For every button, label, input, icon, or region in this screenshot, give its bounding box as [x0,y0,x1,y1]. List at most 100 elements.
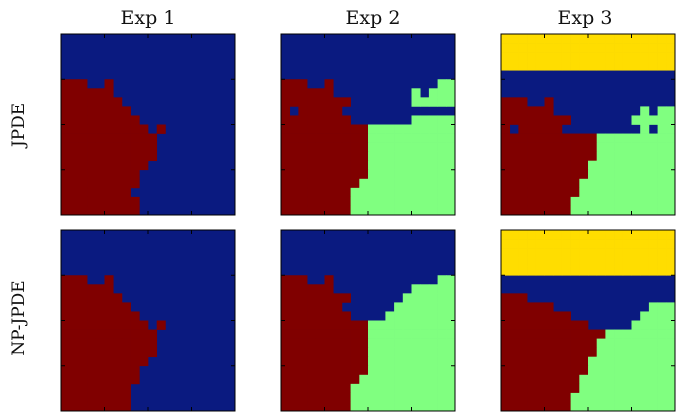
heatmap-cell [596,383,606,394]
heatmap-cell [385,329,395,339]
heatmap-cell [61,392,71,403]
heatmap-cell [315,392,325,403]
heatmap-cell [501,34,511,44]
heatmap-cell [509,338,519,348]
heatmap-cell [631,169,641,180]
heatmap-cell [359,142,369,152]
heatmap-cell [78,97,88,107]
heatmap-cell [104,88,114,98]
heatmap-cell [553,365,563,376]
heatmap-cell [139,151,149,162]
heatmap-cell [605,34,615,44]
heatmap-cell [139,133,149,143]
heatmap-cell [324,106,334,116]
heatmap-cell [648,142,658,152]
heatmap-cell [61,79,71,89]
heatmap-cell [78,160,88,171]
heatmap-cell [307,365,317,376]
heatmap-cell [640,374,650,385]
heatmap-cell [394,320,404,330]
heatmap-cell [657,374,667,385]
heatmap-cell [544,61,554,71]
heatmap-cell [61,196,71,207]
heatmap-cell [298,338,308,348]
heatmap-cell [666,115,676,125]
heatmap-cell [385,338,395,348]
heatmap-cell [420,160,430,171]
heatmap-cell [544,151,554,162]
heatmap-cell [570,356,580,367]
heatmap-cell [121,329,131,339]
heatmap-cell [614,187,624,198]
heatmap-cell [518,266,528,276]
heatmap-cell [350,133,360,143]
heatmap-cell [666,106,676,116]
heatmap-cell [298,383,308,394]
heatmap-cell [614,266,624,276]
heatmap-cell [561,43,571,53]
heatmap-cell [501,52,511,62]
heatmap-cell [588,230,598,240]
heatmap-cell [289,79,299,89]
heatmap-cell [385,142,395,152]
heatmap-cell [544,178,554,189]
heatmap-cell [402,187,412,198]
heatmap-cell [394,160,404,171]
heatmap-cell [113,187,123,198]
heatmap-cell [333,97,343,107]
heatmap-cell [437,169,447,180]
heatmap-cell [402,347,412,358]
heatmap-cell [570,133,580,143]
heatmap-cell [281,392,291,403]
heatmap-cell [411,124,421,134]
heatmap-cell [376,151,386,162]
heatmap-cell [307,284,317,294]
heatmap-cell [324,196,334,207]
heatmap-cell [428,151,438,162]
heatmap-cell [411,401,421,412]
heatmap-cell [411,302,421,312]
heatmap-cell [87,97,97,107]
heatmap-cell [501,347,511,358]
heatmap-cell [622,61,632,71]
heatmap-cell [527,248,537,258]
heatmap-cell [588,266,598,276]
heatmap-cell [298,142,308,152]
heatmap-cell [570,160,580,171]
heatmap-cell [605,205,615,216]
heatmap-cell [622,257,632,267]
heatmap-cell [298,347,308,358]
heatmap-cell [420,284,430,294]
heatmap-cell [324,329,334,339]
heatmap-cell [307,293,317,303]
heatmap-cell [385,205,395,216]
heatmap-cell [614,257,624,267]
heatmap-cell [570,34,580,44]
heatmap-cell [544,169,554,180]
heatmap-cell [527,401,537,412]
heatmap-cell [420,97,430,107]
heatmap-cell [553,34,563,44]
heatmap-cell [622,205,632,216]
heatmap-cell [289,311,299,321]
heatmap-cell [61,124,71,134]
heatmap-cell [385,401,395,412]
heatmap-cell [596,169,606,180]
heatmap-cell [553,257,563,267]
heatmap-cell [289,356,299,367]
heatmap-cell [657,383,667,394]
heatmap-cell [561,347,571,358]
heatmap-cell [87,142,97,152]
heatmap-cell [281,196,291,207]
heatmap-cell [394,302,404,312]
heatmap-cell [104,79,114,89]
heatmap-cell [509,248,519,258]
heatmap-cell [289,293,299,303]
heatmap-cell [281,124,291,134]
heatmap-cell [411,151,421,162]
heatmap-cell [315,284,325,294]
heatmap-cell [527,196,537,207]
heatmap-cell [368,401,378,412]
heatmap-cell [324,320,334,330]
heatmap-cell [622,196,632,207]
